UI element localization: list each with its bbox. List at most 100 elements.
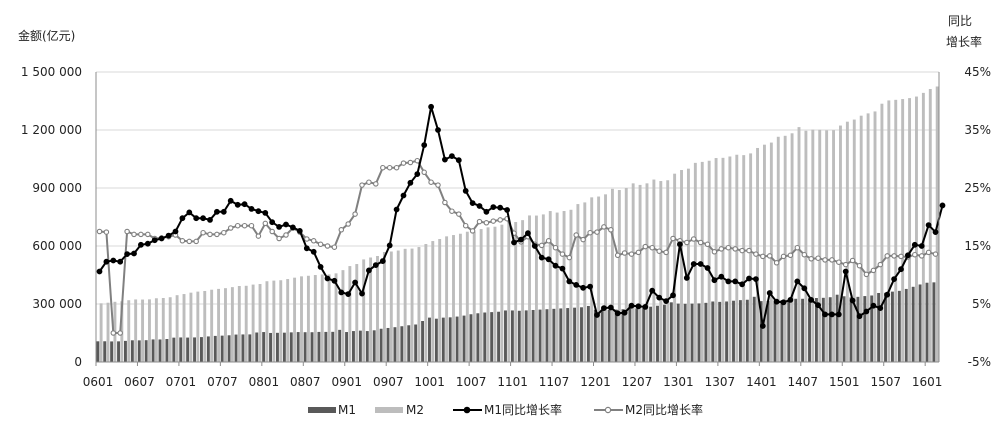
- m2-growth-point: [884, 253, 890, 259]
- m1-growth-point: [303, 245, 310, 252]
- m2-bar: [258, 284, 262, 362]
- m1-growth-point: [324, 275, 331, 282]
- m2-growth-point: [780, 253, 787, 260]
- m1-bar: [255, 332, 259, 362]
- m1-growth-point: [352, 279, 359, 286]
- m1-growth-point: [621, 309, 628, 316]
- m2-bar: [403, 248, 407, 362]
- m2-bar: [362, 259, 366, 362]
- m1-growth-point: [531, 243, 538, 249]
- m1-growth-point: [393, 206, 400, 213]
- m1-growth-point: [179, 215, 186, 222]
- m2-growth-point: [608, 227, 614, 233]
- legend-label-m1: M1: [338, 403, 356, 417]
- m1-bar: [137, 340, 141, 362]
- m2-bar: [148, 299, 151, 362]
- y-right-tick-label: 35%: [964, 123, 991, 137]
- m1-growth-point: [753, 276, 759, 283]
- m1-bar: [780, 300, 784, 362]
- m1-growth-point: [905, 252, 911, 259]
- m2-growth-point: [414, 157, 421, 164]
- m2-bar: [604, 194, 607, 362]
- m2-bar: [852, 119, 856, 362]
- m1-growth-point: [925, 222, 932, 229]
- m2-bar: [541, 214, 545, 362]
- m2-growth-point: [186, 238, 193, 245]
- m1-growth-point: [594, 312, 600, 318]
- m1-growth-point: [829, 311, 835, 318]
- m2-bar: [293, 277, 297, 362]
- m1-bars: [96, 282, 936, 362]
- m1-growth-point: [614, 310, 621, 317]
- x-tick-label: 0901: [331, 375, 362, 389]
- m2-bar: [445, 236, 449, 362]
- m2-bar: [320, 274, 324, 362]
- m1-bar: [421, 321, 425, 362]
- m2-growth-point: [690, 236, 697, 242]
- axes: 1 500 000 1 200 000 900 000 600 000 300 000 0…: [21, 65, 991, 389]
- m2-growth-point: [400, 160, 407, 166]
- legend-marker-m1-growth: [463, 406, 471, 414]
- m1-growth-point: [635, 303, 642, 310]
- m1-bar: [683, 303, 687, 362]
- x-tick-label: 0701: [166, 375, 197, 389]
- m1-growth-point: [372, 262, 379, 269]
- m2-growth-point: [117, 330, 123, 336]
- m1-growth-point: [842, 268, 849, 275]
- m1-growth-point: [711, 277, 718, 284]
- m2-growth-point: [345, 221, 351, 227]
- m1-growth-point: [220, 208, 227, 215]
- m2-growth-point: [317, 241, 324, 248]
- m2-growth-point: [490, 218, 497, 224]
- m2-bar: [783, 135, 787, 362]
- m1-bar: [358, 330, 362, 362]
- m1-growth-point: [918, 243, 925, 249]
- m2-growth-point: [912, 251, 918, 258]
- m2-bar: [583, 202, 587, 362]
- m2-bar: [921, 92, 925, 362]
- m1-growth-point: [283, 221, 289, 228]
- m2-bar: [161, 298, 165, 362]
- m2-growth-point: [684, 239, 690, 246]
- m1-growth-point: [863, 308, 870, 315]
- m2-bar: [769, 142, 773, 362]
- m2-bar: [382, 252, 386, 362]
- m1-growth-point: [573, 282, 580, 288]
- m2-growth-point: [393, 164, 400, 171]
- m1-bar: [925, 282, 929, 362]
- m1-bar: [545, 309, 549, 362]
- m2-growth-point: [214, 231, 220, 238]
- x-tick-label: 1101: [497, 375, 528, 389]
- m2-bar: [652, 179, 656, 362]
- m2-bar: [859, 115, 863, 363]
- x-tick-label: 0801: [249, 375, 280, 389]
- m1-bar: [310, 332, 314, 362]
- m2-bar: [666, 180, 670, 362]
- y-right-label-line2: 增长率: [946, 34, 982, 49]
- m1-bar: [179, 337, 183, 362]
- m1-growth-point: [884, 291, 891, 298]
- m1-growth-point: [124, 251, 130, 258]
- m2-growth-point: [580, 236, 586, 243]
- m1-growth-point: [400, 192, 407, 199]
- m1-bar: [276, 332, 279, 362]
- m1-bar: [117, 341, 120, 362]
- m1-growth-point: [932, 229, 939, 236]
- m1-growth-point: [483, 208, 490, 215]
- m1-growth-point: [386, 242, 393, 249]
- m2-bar: [244, 285, 248, 362]
- m1-bar: [745, 299, 749, 362]
- m2-bar: [272, 280, 276, 362]
- m2-bar: [224, 288, 227, 362]
- m1-bar: [110, 341, 114, 362]
- m2-growth-point: [207, 231, 213, 238]
- x-tick-label: 1501: [829, 375, 860, 389]
- m2-bar: [431, 241, 435, 362]
- m1-bar: [676, 303, 680, 362]
- m2-growth-point: [352, 211, 358, 217]
- m1-bar: [151, 339, 155, 362]
- m1-growth-point: [822, 311, 828, 318]
- m1-growth-point: [366, 267, 372, 274]
- m1-growth-point: [559, 265, 566, 272]
